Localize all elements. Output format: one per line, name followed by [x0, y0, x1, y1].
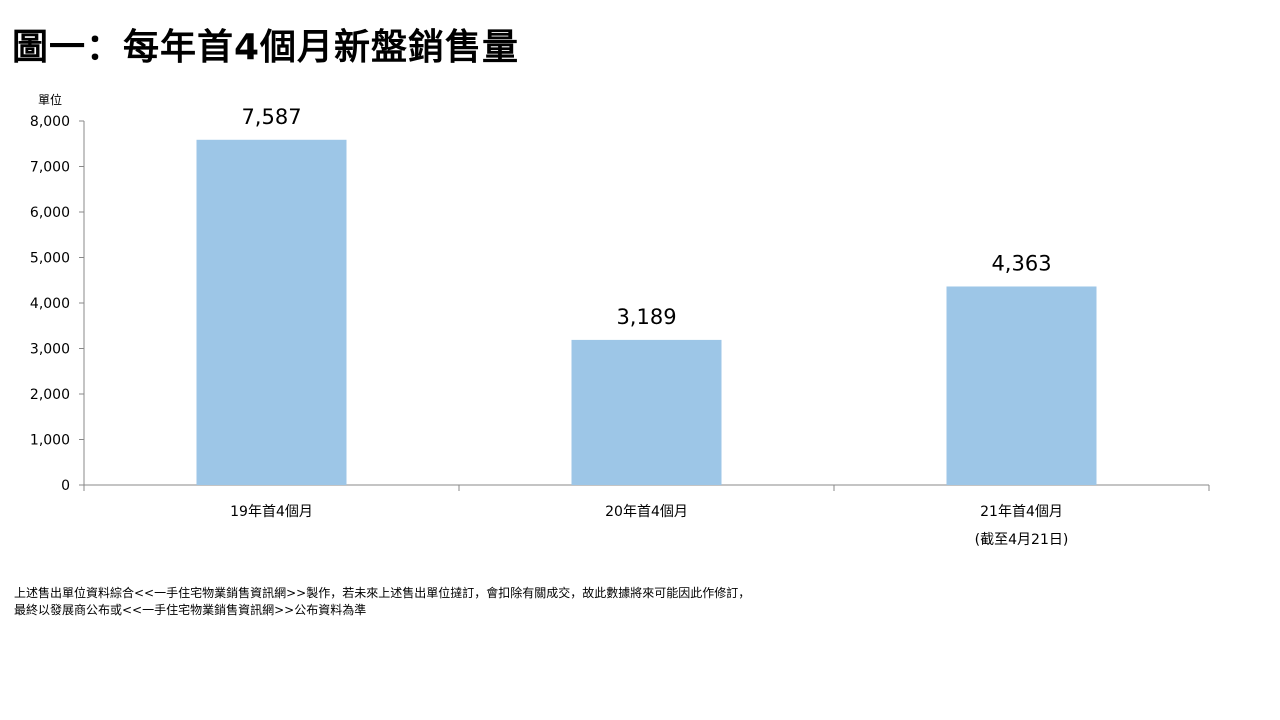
x-tick-label: 21年首4個月	[980, 504, 1063, 520]
y-tick-label: 0	[61, 478, 70, 494]
y-tick-label: 8,000	[30, 114, 70, 130]
data-label: 3,189	[616, 305, 676, 329]
y-tick-label: 5,000	[30, 251, 70, 267]
footnote-line-1: 上述售出單位資料綜合<<一手住宅物業銷售資訊網>>製作，若未來上述售出單位撻訂，…	[14, 586, 751, 600]
data-label: 7,587	[241, 105, 301, 129]
y-tick-label: 3,000	[30, 342, 70, 358]
bars	[196, 139, 1097, 485]
labels: 7,587 19年首4個月 3,189 20年首4個月 4,363 21年首4個月 (截至4…	[230, 105, 1068, 548]
bar	[571, 339, 722, 485]
y-tick-label: 6,000	[30, 205, 70, 221]
y-tick-label: 7,000	[30, 160, 70, 176]
y-tick-label: 2,000	[30, 387, 70, 403]
data-label: 4,363	[991, 251, 1051, 275]
y-tick-label: 4,000	[30, 296, 70, 312]
y-tick-label: 1,000	[30, 433, 70, 449]
y-axis-label: 單位	[38, 92, 62, 107]
chart-title: 圖一：每年首4個月新盤銷售量	[12, 27, 520, 68]
x-tick-label: 20年首4個月	[605, 504, 688, 520]
footnote-line-2: 最終以發展商公布或<<一手住宅物業銷售資訊網>>公布資料為準	[14, 603, 367, 617]
bar	[946, 286, 1097, 485]
x-tick-label-line2: (截至4月21日)	[975, 532, 1069, 548]
x-tick-label: 19年首4個月	[230, 504, 313, 520]
bar	[196, 139, 347, 485]
